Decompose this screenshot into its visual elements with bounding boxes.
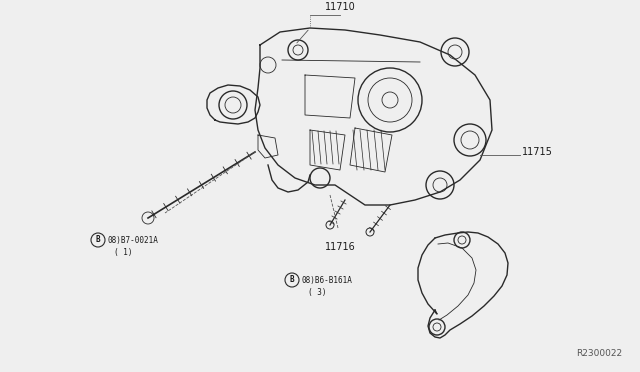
Text: R2300022: R2300022	[576, 349, 622, 358]
Text: B: B	[290, 276, 294, 285]
Text: ( 3): ( 3)	[308, 288, 326, 296]
Text: ( 1): ( 1)	[114, 247, 132, 257]
Text: 11710: 11710	[324, 2, 355, 12]
Text: 11715: 11715	[522, 147, 553, 157]
Text: 08)B6-B161A: 08)B6-B161A	[301, 276, 352, 285]
Text: 08)B7-0021A: 08)B7-0021A	[107, 235, 158, 244]
Text: B: B	[96, 235, 100, 244]
Text: 11716: 11716	[324, 242, 355, 252]
